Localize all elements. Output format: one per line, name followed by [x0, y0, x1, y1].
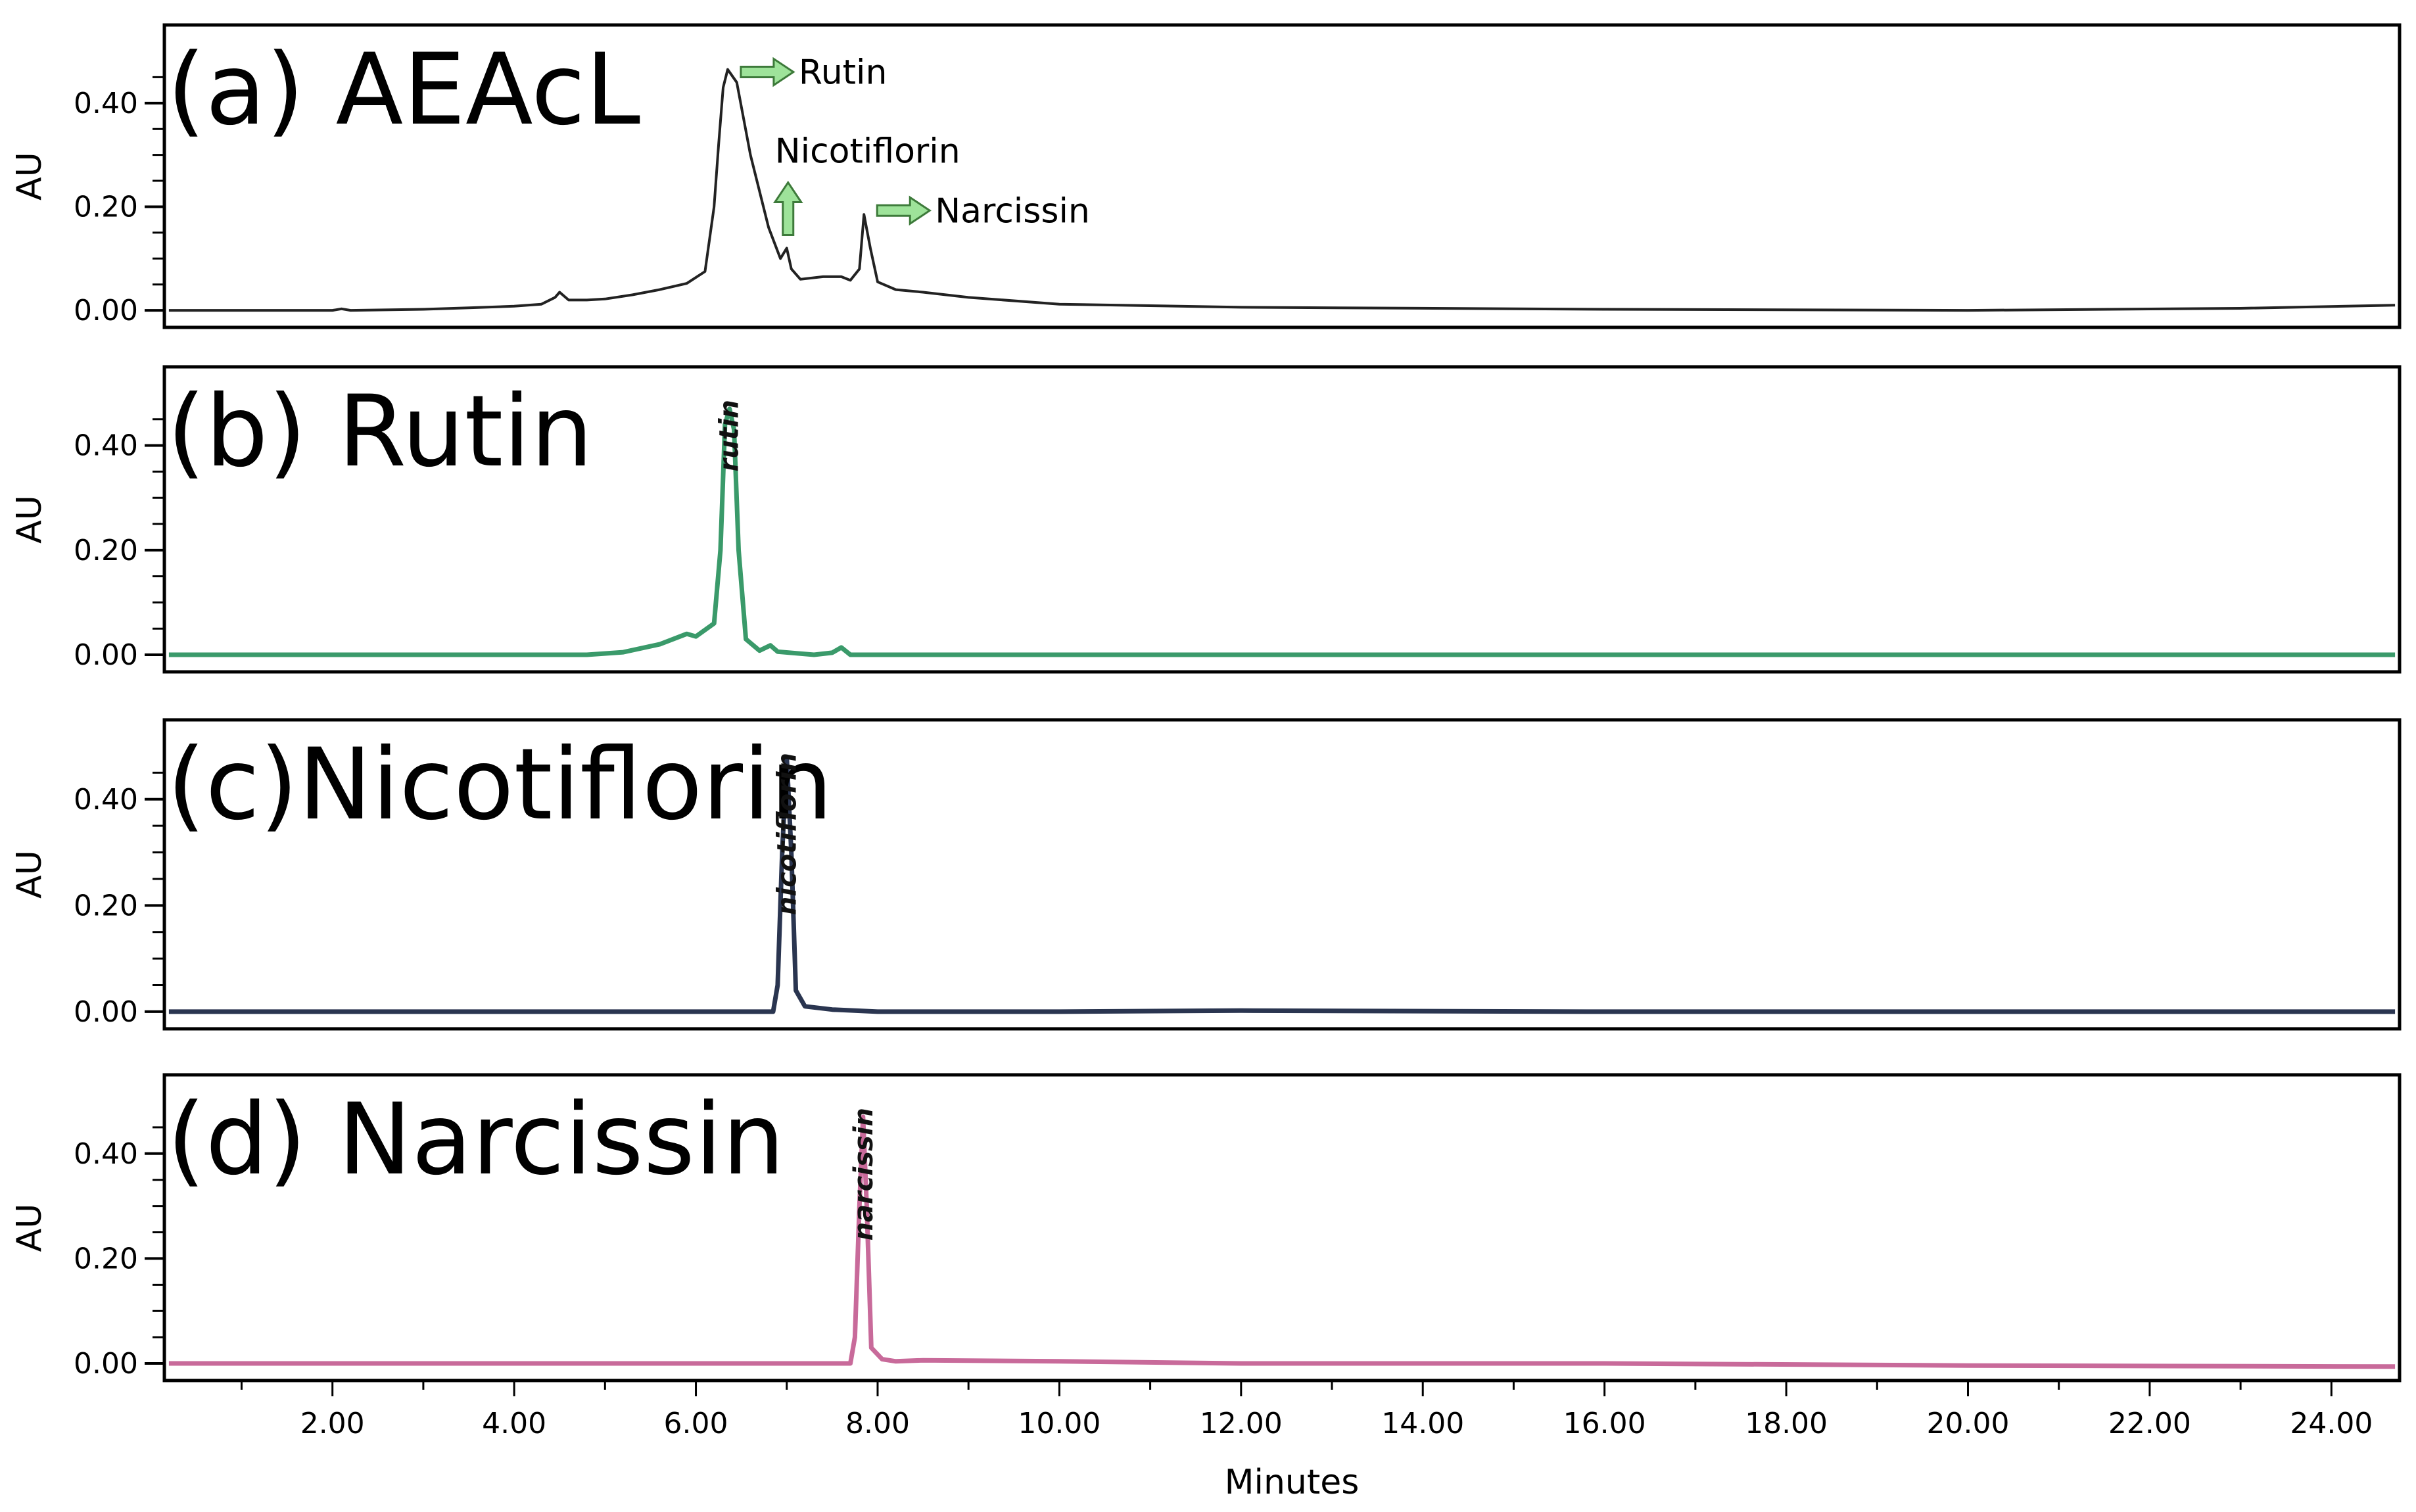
x-tick-label: 20.00 [1927, 1407, 2010, 1440]
x-tick-label: 16.00 [1563, 1407, 1646, 1440]
panel-frame [162, 365, 2402, 674]
y-axis-label: AU [10, 152, 49, 201]
panel-title: (b) Rutin [167, 375, 593, 489]
arrow-right-icon [876, 195, 932, 226]
panel-a: 0.00 0.20 0.40 AU (a) AEAcL Rutin Nicotiflorin… [10, 23, 2402, 329]
y-tick-label: 0.40 [74, 1137, 138, 1171]
x-tick-label: 2.00 [300, 1407, 365, 1440]
y-tick-label: 0.00 [74, 638, 138, 672]
panel-title: (a) AEAcL [167, 33, 640, 147]
y-tick-label: 0.20 [74, 534, 138, 567]
annotation-label: Narcissin [935, 191, 1090, 231]
x-axis-label: Minutes [1225, 1463, 1360, 1502]
x-tick-label: 8.00 [845, 1407, 910, 1440]
y-axis-label: AU [10, 850, 49, 899]
arrow-right-icon [740, 57, 795, 87]
panel-frame [162, 718, 2402, 1031]
panel-c: 0.00 0.20 0.40 AU (c)Nicotiflorinnicotiflori… [10, 718, 2402, 1031]
panel-b: 0.00 0.20 0.40 AU (b) Rutin rutin [10, 365, 2402, 674]
y-axis-label: AU [10, 495, 49, 544]
annotation-label: Rutin [799, 53, 888, 93]
panel-frame [162, 1073, 2402, 1382]
y-tick-label: 0.20 [74, 190, 138, 224]
y-tick-label: 0.00 [74, 1347, 138, 1381]
series-line [168, 406, 2396, 657]
panel-d: 0.00 0.20 0.40 AU (d) Narcissin narcissin [10, 1073, 2402, 1382]
panel-frame [162, 23, 2402, 329]
x-tick-label: 6.00 [664, 1407, 728, 1440]
y-tick-label: 0.20 [74, 889, 138, 922]
annotation: Nicotiflorin [772, 132, 960, 237]
panels-group: 0.00 0.20 0.40 AU (a) AEAcL Rutin Nicotiflorin… [10, 23, 2402, 1382]
panel-title: (d) Narcissin [167, 1083, 785, 1197]
annotation: Narcissin [876, 191, 1090, 231]
y-tick-label: 0.00 [74, 294, 138, 327]
x-tick-label: 18.00 [1745, 1407, 1828, 1440]
y-tick-label: 0.40 [74, 783, 138, 816]
x-tick-label: 22.00 [2108, 1407, 2191, 1440]
y-tick-label: 0.20 [74, 1242, 138, 1275]
x-tick-label: 14.00 [1381, 1407, 1464, 1440]
series-line [168, 754, 2396, 1014]
x-axis: 2.00 4.00 6.00 8.00 10.00 12.00 14.00 16.00 18.0… [240, 1381, 2373, 1440]
annotation-label: Nicotiflorin [775, 132, 960, 172]
x-tick-label: 24.00 [2290, 1407, 2373, 1440]
peak-label: nicotiflorin [772, 753, 803, 915]
panel-title: (c)Nicotiflorin [167, 728, 833, 842]
peak-label: rutin [714, 400, 744, 472]
x-tick-label: 12.00 [1200, 1407, 1283, 1440]
series-line [168, 1114, 2396, 1369]
arrow-up-icon [772, 180, 803, 237]
peak-label: narcissin [849, 1108, 879, 1240]
y-tick-label: 0.00 [74, 995, 138, 1029]
x-tick-label: 10.00 [1018, 1407, 1101, 1440]
annotation: Rutin [740, 53, 888, 93]
series-line [168, 68, 2396, 312]
y-tick-label: 0.40 [74, 429, 138, 463]
y-axis-label: AU [10, 1204, 49, 1252]
x-tick-label: 4.00 [482, 1407, 546, 1440]
y-tick-label: 0.40 [74, 87, 138, 120]
